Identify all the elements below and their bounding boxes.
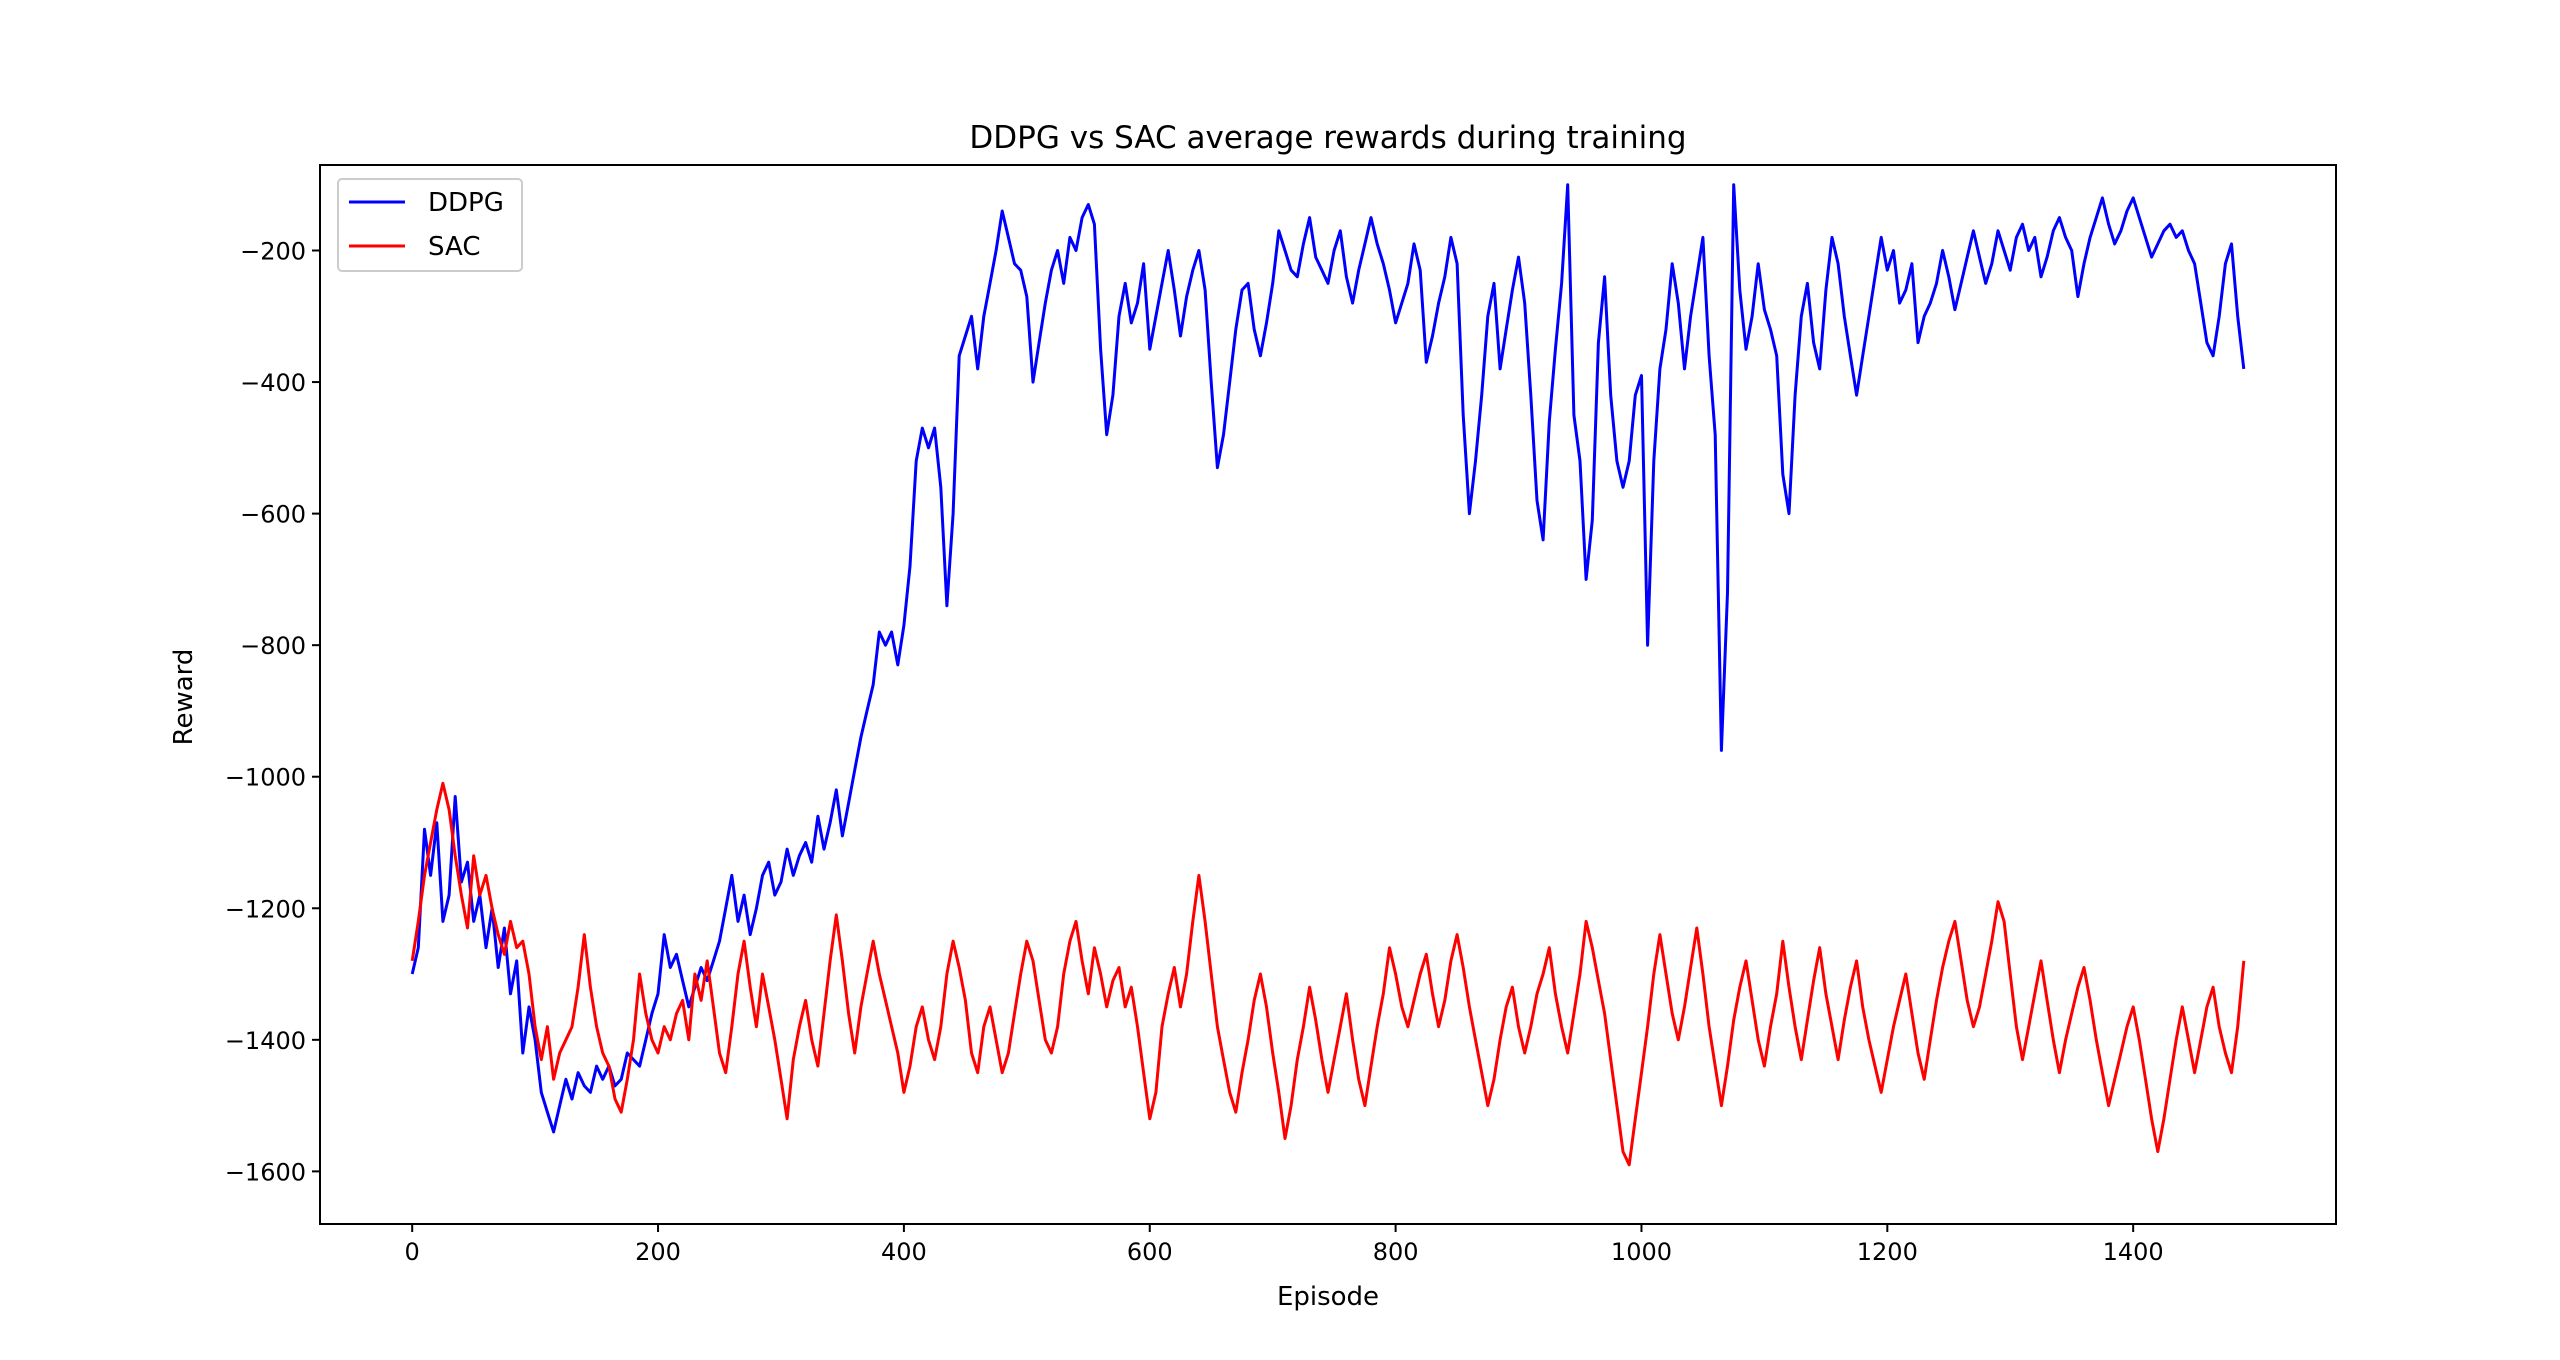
y-tick-label: −800 <box>240 632 306 660</box>
x-tick-label: 1200 <box>1857 1238 1918 1266</box>
x-tick-label: 800 <box>1373 1238 1419 1266</box>
plot-area <box>320 165 2336 1224</box>
x-tick-label: 400 <box>881 1238 927 1266</box>
chart-title: DDPG vs SAC average rewards during train… <box>969 120 1686 156</box>
y-tick-label: −1600 <box>225 1158 306 1186</box>
series-layer <box>410 183 2246 1167</box>
y-tick-label: −1400 <box>225 1027 306 1055</box>
y-tick-label: −600 <box>240 501 306 529</box>
series-line-ddpg <box>410 183 2246 1134</box>
y-axis-title: Reward <box>169 649 199 746</box>
y-axis: −200 −400 −600 −800 −1000 −1200 −1400 −1600 <box>225 238 320 1186</box>
y-tick-label: −1000 <box>225 764 306 792</box>
x-tick-label: 600 <box>1127 1238 1173 1266</box>
x-tick-label: 1000 <box>1611 1238 1672 1266</box>
x-axis: 0 200 400 600 800 1000 1200 1400 <box>405 1224 2164 1266</box>
legend: DDPG SAC <box>337 178 523 272</box>
y-tick-label: −200 <box>240 238 306 266</box>
series-line-sac <box>410 781 2246 1167</box>
y-tick-label: −400 <box>240 369 306 397</box>
x-tick-label: 0 <box>405 1238 420 1266</box>
legend-ddpg-label: DDPG <box>428 188 504 218</box>
x-tick-label: 1400 <box>2103 1238 2164 1266</box>
x-axis-title: Episode <box>1277 1282 1379 1312</box>
plot-frame <box>319 164 2337 1225</box>
x-tick-label: 200 <box>635 1238 681 1266</box>
legend-sac-label: SAC <box>428 232 480 262</box>
y-tick-label: −1200 <box>225 895 306 923</box>
